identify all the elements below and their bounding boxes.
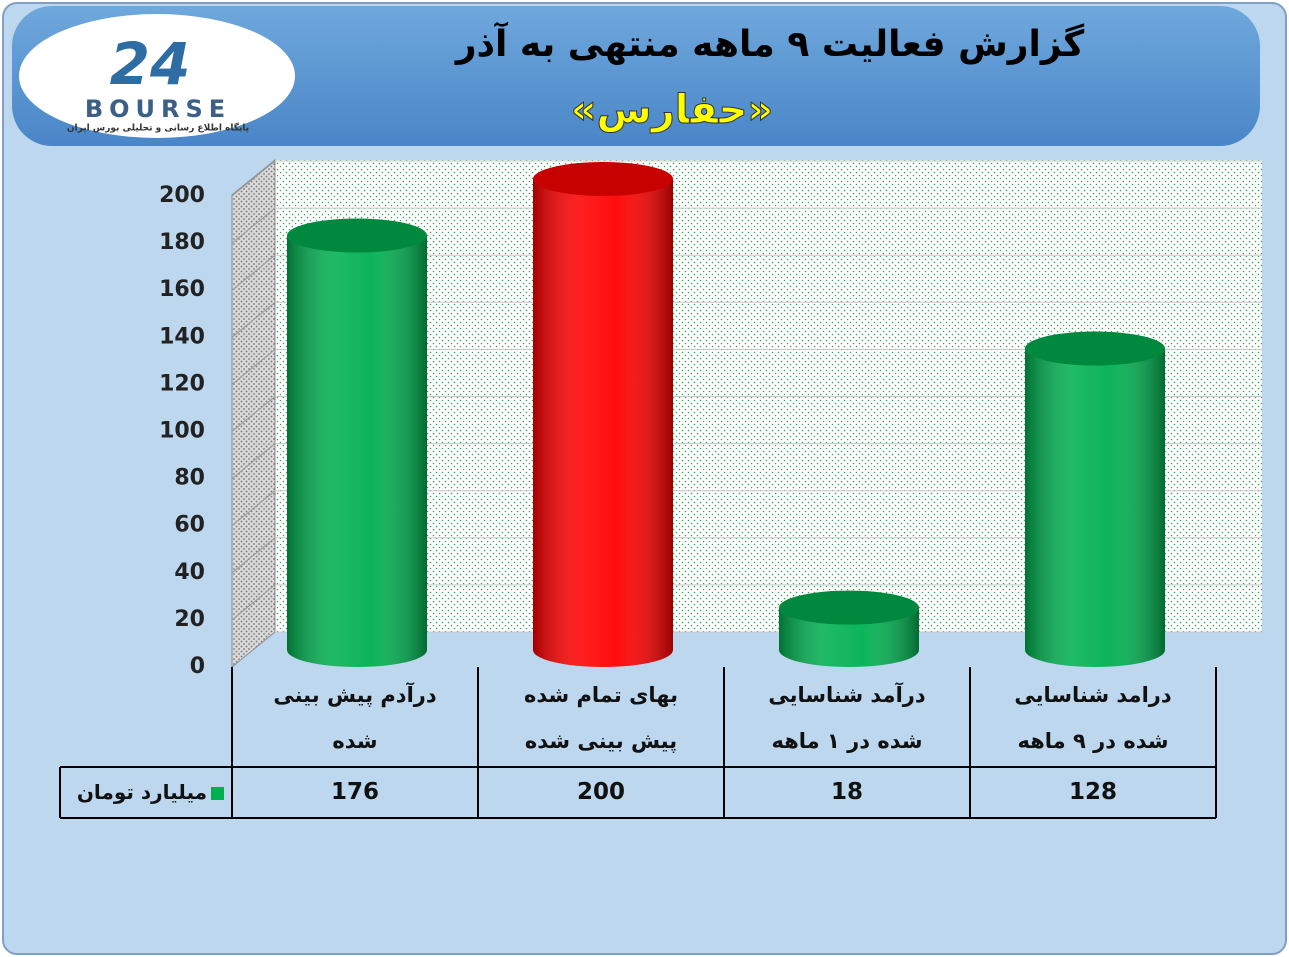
- table-value: 176: [330, 779, 379, 805]
- bar-top-shade: [287, 218, 427, 253]
- logo-number: 24: [110, 30, 191, 98]
- title-banner: [12, 6, 1260, 146]
- bar-top-shade: [1025, 331, 1165, 366]
- table-value: 200: [576, 779, 625, 805]
- bar: [1025, 331, 1165, 667]
- bar-top: [287, 218, 427, 253]
- y-tick-label: 80: [174, 466, 205, 491]
- grid-line-side: [231, 631, 276, 668]
- logo-tagline: پایگاه اطلاع رسانی و تحلیلی بورس ایران: [67, 122, 249, 134]
- data-table-lines: [59, 766, 1216, 819]
- table-value: 18: [830, 779, 863, 805]
- grid-line-side: [231, 254, 276, 291]
- legend: میلیارد تومان: [62, 767, 230, 818]
- logo: 24 BOURSE پایگاه اطلاع رسانی و تحلیلی بو…: [19, 14, 295, 138]
- y-tick-label: 40: [174, 560, 205, 585]
- data-table-columns: [231, 667, 1217, 818]
- grid-line-side: [231, 301, 276, 338]
- grid-line-side: [231, 349, 276, 385]
- bar: [287, 218, 427, 667]
- bar-shade: [1025, 348, 1165, 667]
- grid-line-side: [231, 207, 276, 244]
- chart-subtitle: «حفارس»: [571, 87, 774, 133]
- bar-top-shade: [533, 162, 673, 196]
- bar-shade: [533, 179, 673, 667]
- bar-top-shade: [779, 590, 919, 625]
- x-tick-label: بهای تمام شده پیش بینی شده: [524, 683, 678, 753]
- x-tick-label: درآدم پیش بینی شده: [273, 683, 437, 753]
- y-tick-label: 0: [190, 654, 205, 679]
- x-tick-label: درامد شناسایی شده در ۹ ماهه: [1014, 683, 1172, 753]
- grid-line-side: [231, 443, 276, 479]
- y-tick-label: 160: [159, 277, 205, 302]
- grid-line-side: [231, 584, 276, 621]
- bar-top: [779, 590, 919, 625]
- y-tick-label: 140: [159, 324, 205, 349]
- logo-name: BOURSE: [85, 95, 231, 123]
- grid-line-side: [231, 396, 276, 432]
- bar: [779, 590, 919, 667]
- bar-shade: [287, 235, 427, 667]
- y-tick-label: 200: [159, 183, 205, 208]
- bar-top: [1025, 331, 1165, 366]
- grid-line-side: [231, 537, 276, 574]
- y-tick-label: 20: [174, 607, 205, 632]
- grid-line-side: [231, 490, 276, 527]
- y-tick-label: 120: [159, 371, 205, 396]
- table-value: 128: [1068, 779, 1117, 805]
- chart-title: گزارش فعالیت ۹ ماهه منتهی به آذر: [454, 21, 1084, 65]
- grid-line-side: [231, 160, 276, 197]
- bar-shade: [779, 607, 919, 667]
- bar: [533, 162, 673, 667]
- x-tick-label: درآمد شناسایی شده در ۱ ماهه: [768, 683, 926, 753]
- legend-label: میلیارد تومان: [76, 780, 207, 804]
- y-tick-label: 180: [159, 230, 205, 255]
- y-tick-label: 60: [174, 513, 205, 538]
- bar-top: [533, 162, 673, 196]
- legend-swatch: [211, 787, 224, 800]
- bars: [287, 162, 1165, 667]
- y-tick-label: 100: [159, 419, 205, 444]
